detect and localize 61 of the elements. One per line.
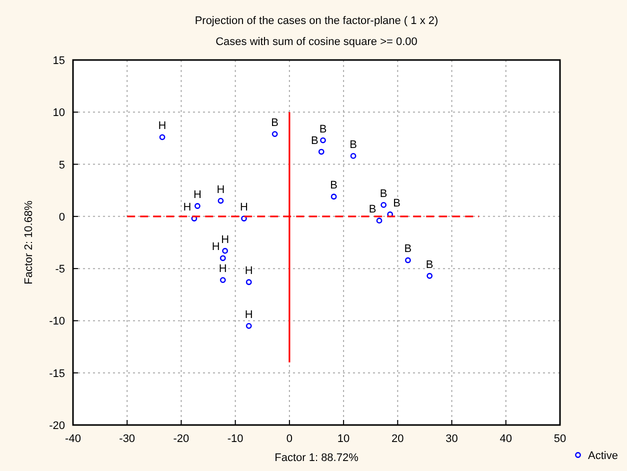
annotation: H — [216, 184, 225, 196]
y-tick-label: 0 — [58, 211, 65, 224]
point — [194, 203, 200, 209]
point — [246, 322, 252, 329]
point — [218, 198, 224, 204]
annotation: B — [368, 204, 376, 216]
annotation: B — [271, 117, 279, 130]
x-tick-label: 50 — [554, 433, 566, 445]
point — [320, 137, 326, 144]
annotation: B — [319, 123, 327, 136]
annotation: B — [330, 180, 338, 192]
point — [350, 152, 356, 159]
y-tick-label: -20 — [49, 420, 65, 432]
annotation: B — [404, 243, 412, 256]
point — [405, 257, 411, 264]
y-tick-label: -5 — [55, 264, 65, 276]
annotation: B — [311, 134, 318, 147]
point — [376, 218, 382, 224]
legend-label: Active — [588, 450, 618, 462]
point — [426, 272, 433, 279]
point — [272, 131, 278, 137]
annotation: H — [244, 308, 253, 321]
point — [318, 148, 324, 155]
point — [246, 279, 252, 286]
point — [220, 277, 226, 283]
annotation: H — [221, 234, 230, 246]
point — [330, 194, 337, 200]
x-tick-label: 20 — [392, 433, 404, 445]
y-tick-label: 5 — [58, 159, 65, 172]
y-tick-label: 15 — [52, 55, 65, 67]
x-tick-label: -40 — [65, 433, 81, 445]
annotation: B — [426, 258, 434, 271]
chart-subtitle: Cases with sum of cosine square >= 0.00 — [216, 36, 418, 48]
y-tick-label: 10 — [52, 107, 65, 120]
annotation: B — [380, 188, 388, 200]
annotation: H — [158, 120, 166, 132]
x-tick-label: 30 — [446, 433, 458, 445]
annotation: B — [393, 197, 400, 210]
point — [220, 255, 226, 262]
y-tick-label: -15 — [49, 368, 65, 380]
annotation: H — [244, 265, 253, 278]
chart-title: Projection of the cases on the factor-plane ( 1 x 2) — [194, 15, 438, 27]
point — [222, 248, 228, 254]
point — [241, 216, 247, 222]
annotation: H — [193, 189, 202, 201]
y-axis-title: Factor 2: 10.68% — [23, 200, 35, 284]
y-tick-label: -10 — [49, 316, 65, 328]
annotation: H — [218, 263, 227, 276]
x-tick-label: -20 — [173, 433, 190, 445]
x-tick-label: -30 — [119, 433, 136, 445]
annotation: H — [212, 241, 220, 254]
x-axis-title: Factor 1: 88.72% — [274, 452, 359, 464]
x-tick-label: -10 — [227, 433, 244, 445]
annotation: B — [350, 138, 357, 151]
point — [159, 134, 166, 140]
point — [380, 202, 387, 208]
x-tick-label: 0 — [286, 433, 293, 445]
x-tick-label: 40 — [500, 433, 512, 445]
annotation: H — [183, 202, 192, 214]
annotation: H — [240, 202, 248, 214]
x-tick-label: 10 — [337, 433, 350, 445]
